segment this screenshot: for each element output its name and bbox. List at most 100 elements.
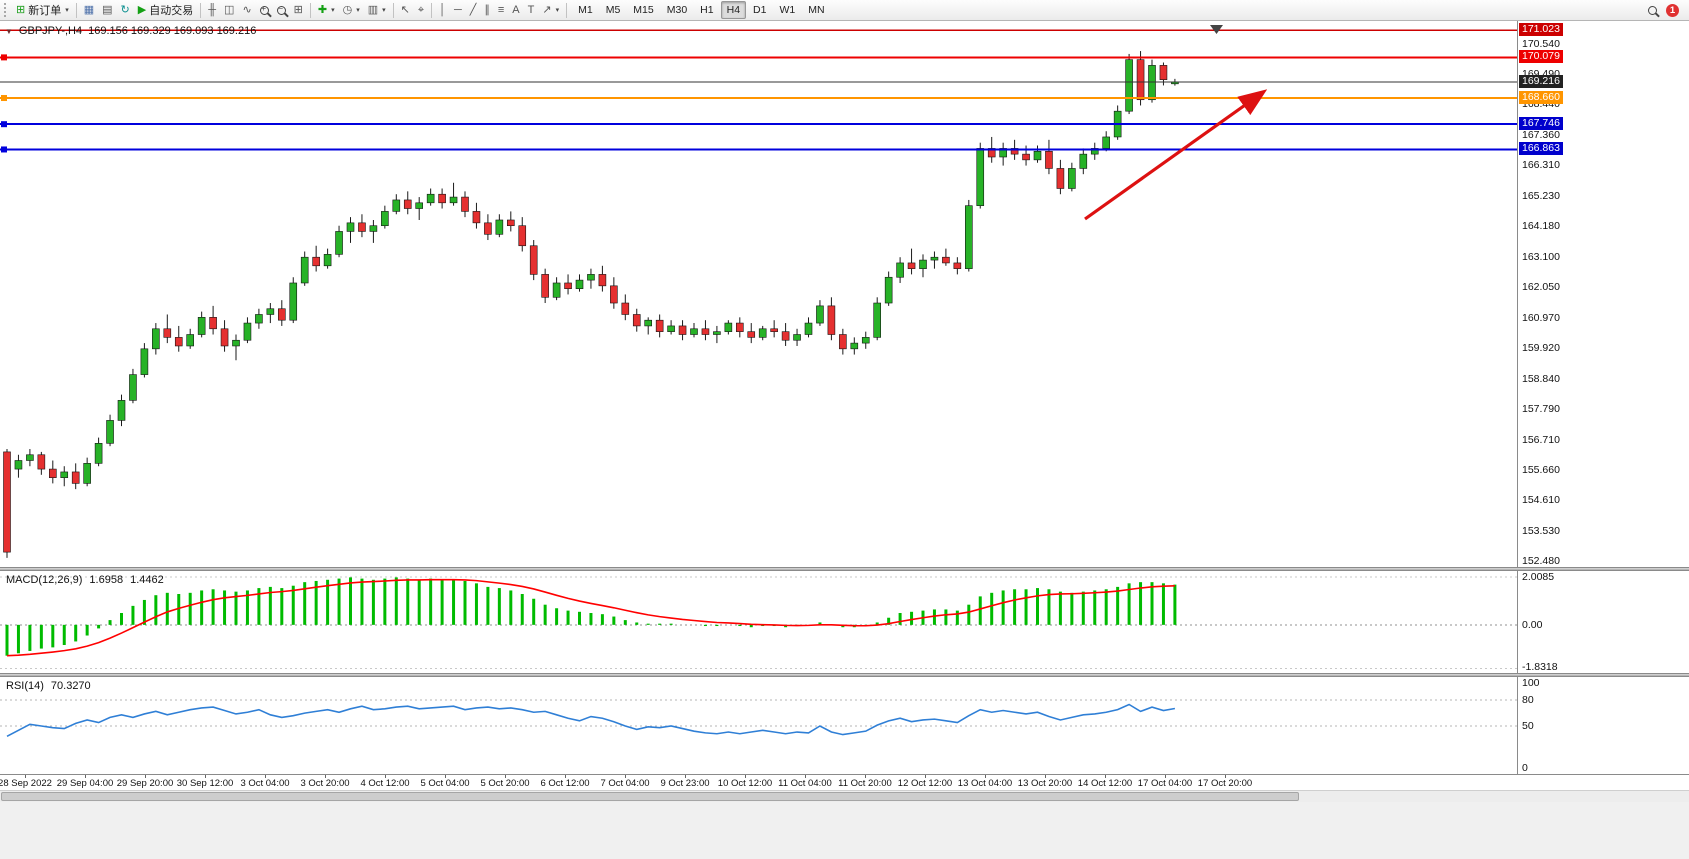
- time-axis-tick: [745, 775, 746, 778]
- horizontal-line-button[interactable]: ─: [450, 1, 466, 19]
- timeframe-group: M1 M5 M15 M30 H1 H4 D1 W1 MN: [572, 1, 830, 19]
- toolbar-buttons: ⊞ 新订单 ▾ ▦ ▤ ↻ ▶ 自动交易 ╫ ◫ ∿ + − ⊞ ✚ ▾ ◷ ▾ ▥ ▾ ↖ ⌖ │ ─ ╱ ∥ ≡ A T ↗ ▾: [12, 1, 570, 19]
- zoom-out-button[interactable]: −: [273, 1, 290, 19]
- trendline-button[interactable]: ╱: [466, 1, 481, 19]
- time-axis-tick: [85, 775, 86, 778]
- macd-axis[interactable]: 2.0085 0.00 -1.8318: [1517, 571, 1689, 673]
- line-chart-button[interactable]: ∿: [238, 1, 255, 19]
- fibonacci-icon: ≡: [497, 3, 505, 16]
- timeframe-button-w1[interactable]: W1: [773, 1, 801, 19]
- cursor-button[interactable]: ↖: [397, 1, 414, 19]
- price-axis-label: 170.540: [1522, 38, 1560, 51]
- price-axis-label: 158.840: [1522, 373, 1560, 386]
- main-price-axis[interactable]: 170.540169.490168.440167.360166.310165.2…: [1517, 21, 1689, 567]
- bar-chart-button[interactable]: ╫: [204, 1, 220, 19]
- chart-window-icon: ▦: [83, 3, 95, 16]
- search-icon[interactable]: [1648, 5, 1657, 15]
- timeframe-button-h1[interactable]: H1: [694, 1, 719, 19]
- rsi-value: 70.3270: [50, 680, 91, 692]
- main-chart-panel: 170.540169.490168.440167.360166.310165.2…: [0, 21, 1689, 567]
- time-axis-label: 10 Oct 12:00: [717, 778, 773, 789]
- price-axis-label: 155.660: [1522, 464, 1560, 477]
- crosshair-icon: ⌖: [417, 3, 425, 16]
- candlestick-chart-button[interactable]: ◫: [220, 1, 238, 19]
- rsi-axis-label: 50: [1522, 720, 1534, 732]
- collapse-triangle-icon[interactable]: ▼: [5, 26, 13, 36]
- tile-windows-button[interactable]: ⊞: [290, 1, 307, 19]
- scrollbar-thumb[interactable]: [1, 792, 1299, 801]
- print-button[interactable]: ▤: [98, 1, 116, 19]
- macd-axis-label: -1.8318: [1522, 661, 1558, 673]
- price-axis-label: 164.180: [1522, 220, 1560, 233]
- periods-clock-icon: ◷: [342, 3, 353, 16]
- indicators-add-icon: ✚: [317, 3, 328, 16]
- timeframe-button-mn[interactable]: MN: [802, 1, 830, 19]
- macd-svg[interactable]: [0, 571, 1517, 673]
- time-axis-label: 17 Oct 04:00: [1137, 778, 1193, 789]
- main-chart-svg[interactable]: [0, 21, 1517, 567]
- time-axis-tick: [805, 775, 806, 778]
- new-order-button[interactable]: ⊞ 新订单 ▾: [12, 1, 73, 19]
- price-axis-label: 166.310: [1522, 159, 1560, 172]
- autotrading-button[interactable]: ▶ 自动交易: [134, 1, 197, 19]
- price-axis-label: 163.100: [1522, 251, 1560, 264]
- fibonacci-button[interactable]: ≡: [494, 1, 508, 19]
- timeframe-button-d1[interactable]: D1: [747, 1, 772, 19]
- price-badge: 171.023: [1519, 23, 1563, 37]
- horizontal-scrollbar[interactable]: [0, 790, 1689, 802]
- price-axis-label: 154.610: [1522, 494, 1560, 507]
- timeframe-button-m1[interactable]: M1: [572, 1, 599, 19]
- indicators-add-button[interactable]: ✚ ▾: [314, 1, 339, 19]
- macd-signal-value: 1.4462: [130, 574, 164, 586]
- time-axis-tick: [565, 775, 566, 778]
- price-axis-label: 165.230: [1522, 190, 1560, 203]
- refresh-button[interactable]: ↻: [117, 1, 134, 19]
- zoom-in-button[interactable]: +: [256, 1, 273, 19]
- price-badge: 166.863: [1519, 142, 1563, 156]
- time-axis-label: 11 Oct 20:00: [838, 778, 892, 789]
- panel-splitter[interactable]: [0, 567, 1689, 571]
- chart-header: ▼ GBPJPY-,H4 169.156 169.329 169.093 169…: [5, 25, 256, 37]
- arrows-button[interactable]: ↗ ▾: [538, 1, 563, 19]
- panel-splitter[interactable]: [0, 673, 1689, 677]
- time-axis-label: 29 Sep 20:00: [116, 778, 174, 789]
- time-axis-label: 5 Oct 04:00: [420, 778, 470, 789]
- price-badge: 167.746: [1519, 117, 1563, 131]
- notification-badge[interactable]: 1: [1666, 3, 1679, 17]
- timeframe-button-m30[interactable]: M30: [661, 1, 693, 19]
- time-axis-label: 7 Oct 04:00: [600, 778, 650, 789]
- text-label-button[interactable]: T: [524, 1, 539, 19]
- time-axis-tick: [145, 775, 146, 778]
- toolbar-grip[interactable]: [4, 3, 7, 17]
- vertical-line-button[interactable]: │: [435, 1, 450, 19]
- chart-window-button[interactable]: ▦: [80, 1, 98, 19]
- time-axis-label: 17 Oct 20:00: [1197, 778, 1253, 789]
- cursor-icon: ↖: [400, 3, 410, 16]
- time-axis-tick: [1165, 775, 1166, 778]
- timeframe-button-m5[interactable]: M5: [600, 1, 627, 19]
- macd-axis-label: 0.00: [1522, 618, 1543, 631]
- rsi-name: RSI(14): [6, 680, 44, 692]
- trendline-icon: ╱: [469, 3, 477, 16]
- zoom-in-icon: +: [259, 4, 269, 15]
- timeframe-button-h4[interactable]: H4: [720, 1, 747, 19]
- timeframe-button-m15[interactable]: M15: [627, 1, 659, 19]
- time-axis-tick: [925, 775, 926, 778]
- crosshair-button[interactable]: ⌖: [414, 1, 428, 19]
- rsi-axis[interactable]: 100 80 50 0: [1517, 677, 1689, 774]
- new-order-icon: ⊞: [16, 3, 26, 16]
- time-axis-tick: [865, 775, 866, 778]
- periods-clock-button[interactable]: ◷ ▾: [339, 1, 364, 19]
- zoom-out-icon: −: [276, 4, 286, 15]
- chevron-down-icon: ▾: [331, 7, 335, 14]
- templates-button[interactable]: ▥ ▾: [364, 1, 390, 19]
- rsi-svg[interactable]: [0, 677, 1517, 774]
- time-axis[interactable]: 28 Sep 2022 29 Sep 04:00 29 Sep 20:00 30 Se…: [0, 774, 1689, 790]
- equidistant-channel-button[interactable]: ∥: [480, 1, 494, 19]
- time-axis-tick: [685, 775, 686, 778]
- time-axis-label: 30 Sep 12:00: [176, 778, 234, 789]
- toolbar-separator: [392, 2, 394, 18]
- text-button[interactable]: A: [508, 1, 523, 19]
- time-axis-tick: [1225, 775, 1226, 778]
- time-axis-tick: [265, 775, 266, 778]
